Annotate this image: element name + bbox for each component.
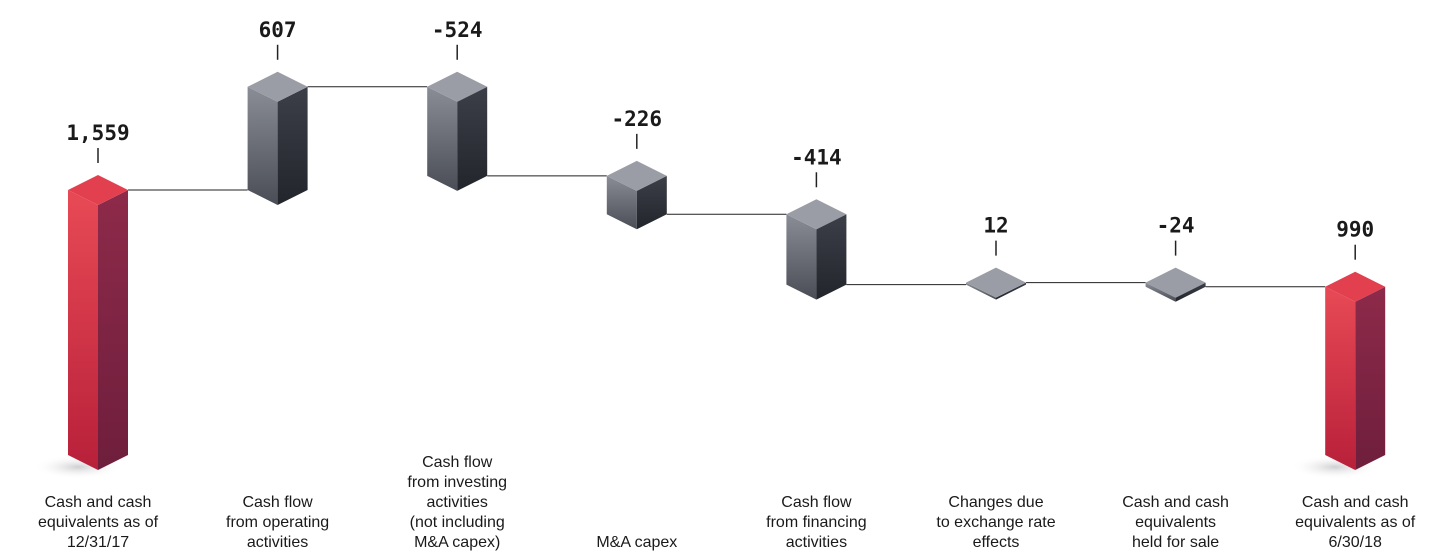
delta-bar <box>966 267 1026 300</box>
bar-left-face <box>966 282 996 300</box>
delta-bar <box>427 71 488 191</box>
category-label: Cash flow from operating activities <box>226 494 329 551</box>
value-label: 12 <box>983 214 1008 238</box>
bar-right-face <box>98 189 128 470</box>
total-bar <box>1290 271 1386 479</box>
bar-top-face <box>247 71 308 102</box>
value-label: 990 <box>1336 218 1374 242</box>
bar-right-face <box>1175 282 1206 302</box>
bar-top-face <box>1325 271 1386 302</box>
bar-right-face <box>996 282 1026 300</box>
delta-bar <box>247 71 308 205</box>
delta-bar <box>1145 267 1206 302</box>
bar-right-face <box>1355 286 1386 470</box>
bar-top-face <box>606 160 667 191</box>
bar-left-face <box>427 86 458 191</box>
bar-top-face <box>1145 267 1206 298</box>
bar-top-face <box>966 267 1026 298</box>
bar-left-face <box>606 175 637 230</box>
bar-top-face <box>786 199 847 230</box>
bar-left-face <box>1325 286 1356 470</box>
category-label: Changes due to exchange rate effects <box>936 494 1055 551</box>
category-label: Cash and cash equivalents as of 6/30/18 <box>1295 494 1416 551</box>
category-label: Cash and cash equivalents held for sale <box>1122 494 1229 551</box>
bar-left-face <box>68 189 98 470</box>
bar-top-face <box>68 174 128 205</box>
category-label: Cash flow from financing activities <box>766 494 867 551</box>
bar-right-face <box>816 214 847 300</box>
bar-left-face <box>247 86 278 205</box>
bar-top-face <box>427 71 488 102</box>
bar-right-face <box>636 175 667 230</box>
category-label: Cash and cash equivalents as of 12/31/17 <box>38 494 159 551</box>
value-label: -524 <box>432 18 483 42</box>
delta-bar <box>786 199 847 300</box>
category-label: Cash flow from investing activities (not in… <box>407 454 507 551</box>
bar-right-face <box>457 86 488 191</box>
value-label: 607 <box>259 18 297 42</box>
value-label: -24 <box>1157 214 1195 238</box>
delta-bar <box>606 160 667 230</box>
value-label: -226 <box>612 107 663 131</box>
category-label: M&A capex <box>596 534 677 551</box>
bar-right-face <box>277 86 308 205</box>
value-label: -414 <box>791 145 842 169</box>
total-bar <box>33 174 128 479</box>
bar-left-face <box>786 214 817 300</box>
value-label: 1,559 <box>66 121 129 145</box>
bar-left-face <box>1145 282 1176 302</box>
